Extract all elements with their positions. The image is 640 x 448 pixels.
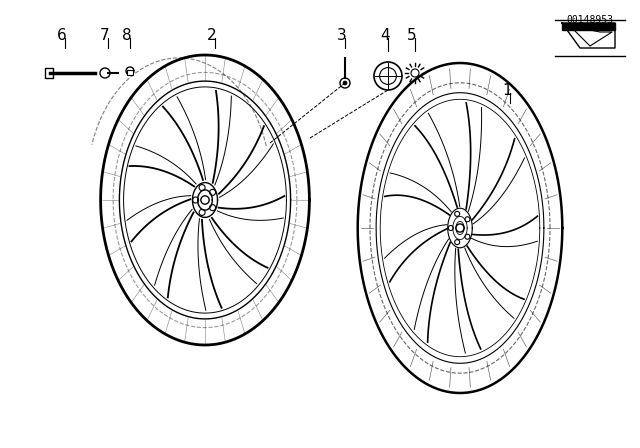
Text: 8: 8 [122,28,132,43]
Circle shape [343,81,347,85]
Text: 2: 2 [207,28,217,43]
Text: 1: 1 [502,83,512,98]
Text: 6: 6 [57,28,67,43]
Bar [127,70,133,75]
Bar [127,70,133,75]
Bar [562,23,615,30]
Text: 5: 5 [407,28,417,43]
Text: 4: 4 [380,28,390,43]
Text: 3: 3 [337,28,347,43]
Bar [45,68,53,78]
Text: 00148953: 00148953 [566,15,614,25]
Text: 7: 7 [100,28,110,43]
